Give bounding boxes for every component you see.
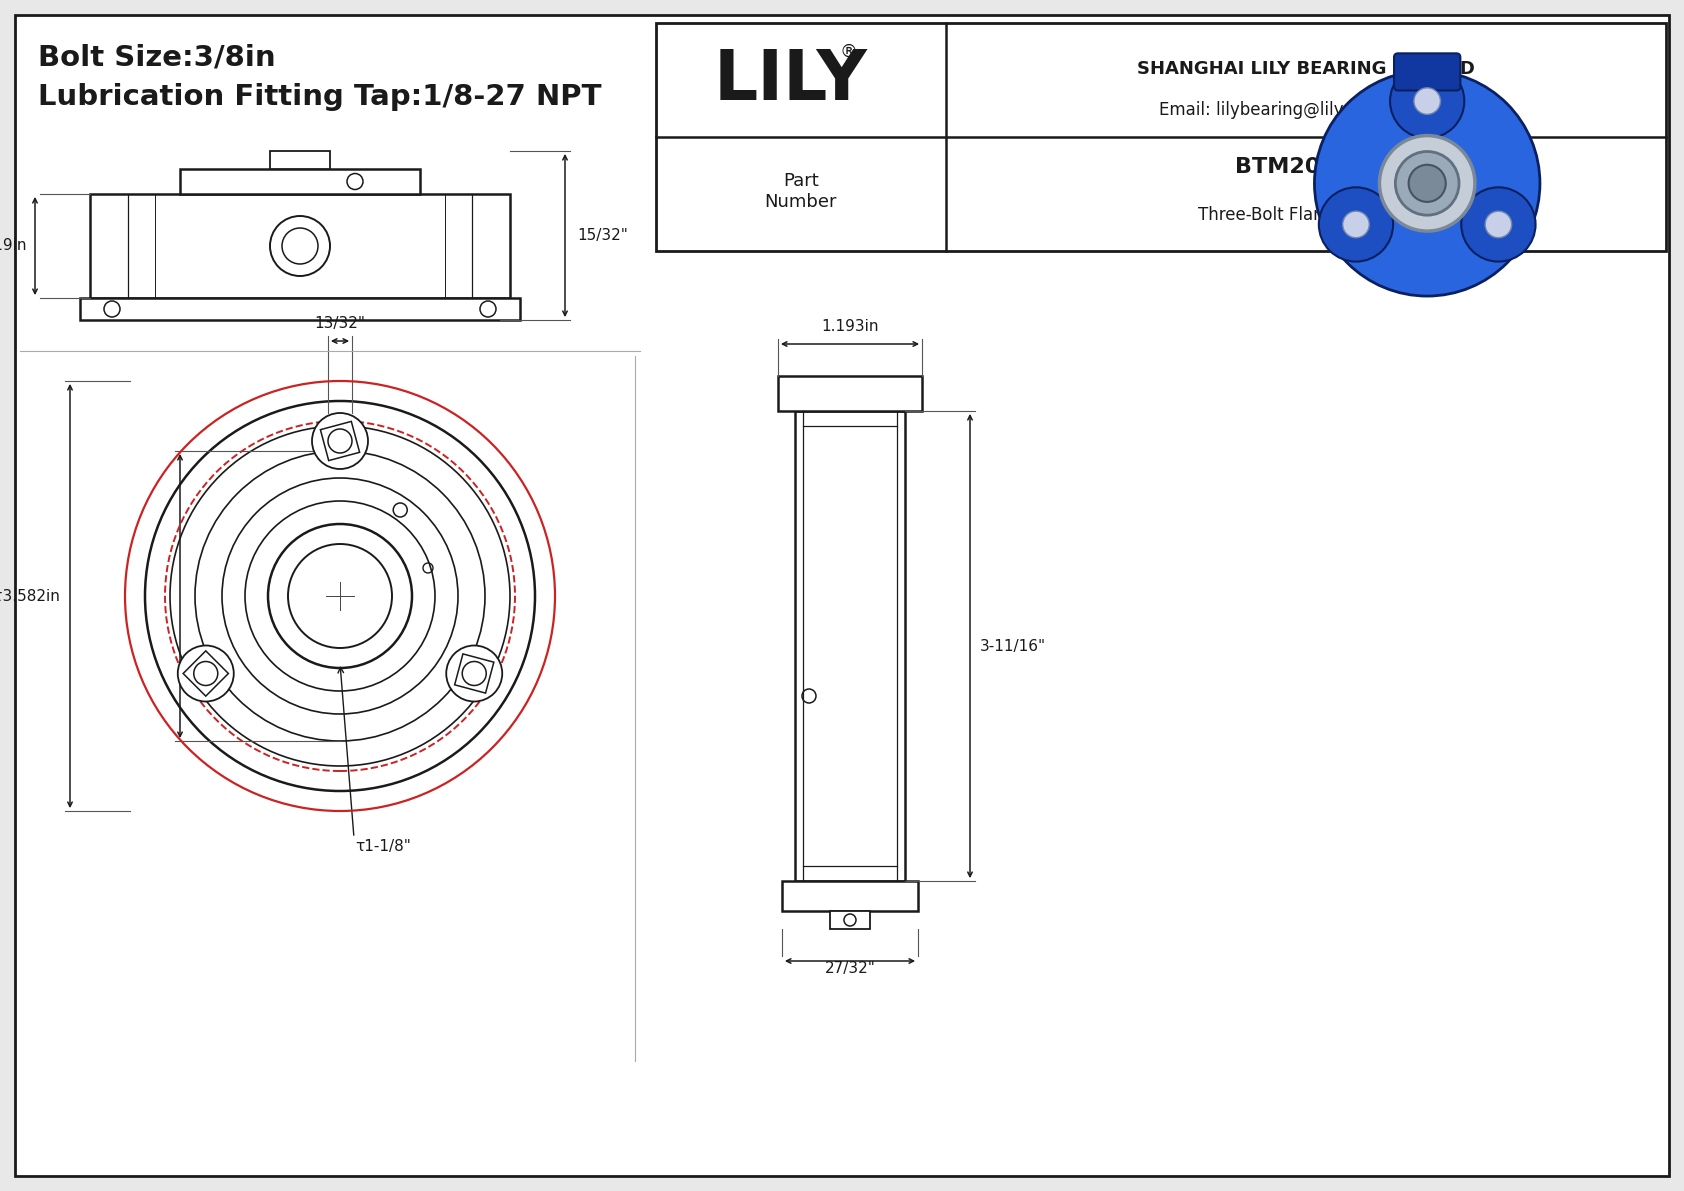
Circle shape	[312, 413, 369, 469]
Circle shape	[145, 401, 536, 791]
Circle shape	[1315, 70, 1539, 297]
Bar	[455, 654, 493, 693]
Bar	[184, 650, 229, 696]
Circle shape	[446, 646, 502, 701]
Text: Email: lilybearing@lily-bearing.com: Email: lilybearing@lily-bearing.com	[1159, 101, 1453, 119]
Circle shape	[179, 646, 234, 701]
Circle shape	[1485, 211, 1512, 238]
Bar	[657, 23, 1665, 251]
Bar	[778, 376, 923, 411]
Text: Three-Bolt Flange Bearing: Three-Bolt Flange Bearing	[1197, 206, 1415, 224]
Bar	[320, 422, 360, 461]
Text: 1.319in: 1.319in	[0, 238, 27, 254]
Bar	[830, 911, 871, 929]
Text: φ4-7/16"  τ3.582in: φ4-7/16" τ3.582in	[0, 588, 61, 604]
FancyBboxPatch shape	[1394, 54, 1460, 91]
Bar	[180, 169, 419, 194]
Circle shape	[1342, 211, 1369, 238]
Text: Bolt Size:3/8in: Bolt Size:3/8in	[39, 43, 276, 71]
Circle shape	[1396, 151, 1458, 216]
Text: ®: ®	[840, 43, 859, 61]
Circle shape	[1379, 136, 1475, 231]
Text: LILY: LILY	[714, 46, 867, 113]
Text: 15/32": 15/32"	[578, 227, 628, 243]
Text: SHANGHAI LILY BEARING LIMITED: SHANGHAI LILY BEARING LIMITED	[1137, 60, 1475, 77]
Bar	[89, 194, 510, 298]
Text: 3-11/16": 3-11/16"	[980, 638, 1046, 654]
Bar	[269, 151, 330, 169]
Circle shape	[1389, 64, 1465, 138]
Circle shape	[1319, 187, 1393, 262]
Bar	[781, 881, 918, 911]
Text: 1.193in: 1.193in	[822, 319, 879, 333]
Text: 27/32": 27/32"	[825, 961, 876, 975]
Text: 13/32": 13/32"	[315, 316, 365, 331]
Text: Part
Number: Part Number	[765, 173, 837, 211]
Text: BTM206-18: BTM206-18	[1236, 157, 1376, 176]
Text: τ1-1/8": τ1-1/8"	[355, 838, 411, 854]
Text: Lubrication Fitting Tap:1/8-27 NPT: Lubrication Fitting Tap:1/8-27 NPT	[39, 83, 601, 111]
Circle shape	[1415, 88, 1440, 114]
Circle shape	[1408, 164, 1447, 202]
Bar	[81, 298, 520, 320]
Circle shape	[1462, 187, 1536, 262]
Bar	[795, 411, 904, 881]
